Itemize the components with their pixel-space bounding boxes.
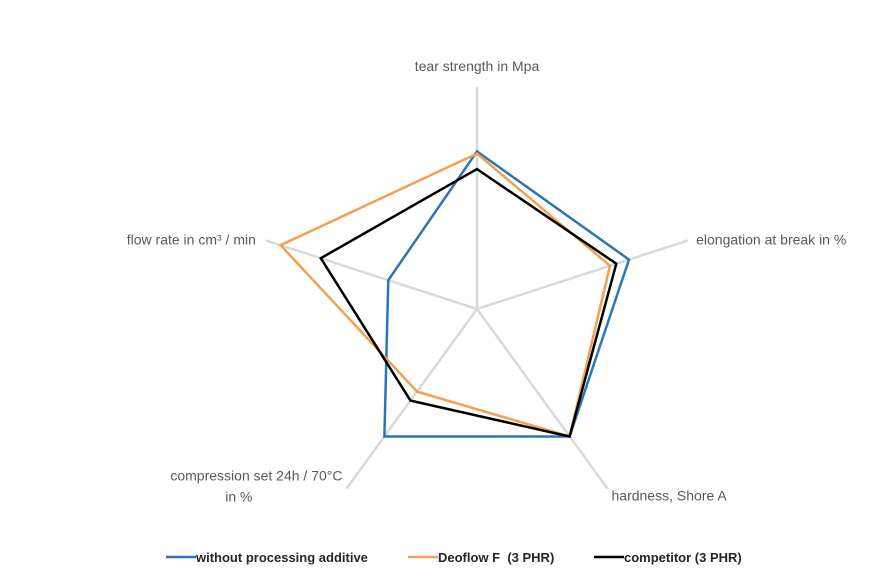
- axis-label: elongation at break in %: [696, 231, 846, 247]
- axis-label: compression set 24h / 70°C in %: [170, 468, 342, 505]
- radar-axis-labels: tear strength in Mpa elongation at break …: [127, 58, 847, 505]
- legend-label: competitor (3 PHR): [624, 550, 742, 565]
- axis-label: flow rate in cm³ / min: [127, 231, 256, 247]
- radar-series: [278, 149, 631, 439]
- legend: without processing additive Deoflow F (3 …: [166, 550, 742, 565]
- axis-spoke: [475, 308, 609, 490]
- axis-spoke: [345, 308, 479, 490]
- series-line-0: [383, 149, 631, 438]
- series-line-2: [319, 167, 618, 438]
- axis-spoke: [476, 239, 689, 311]
- axis-spoke: [265, 239, 478, 311]
- radar-axes: [265, 87, 689, 490]
- legend-label: without processing additive: [195, 550, 368, 565]
- series-line-1: [278, 152, 612, 439]
- legend-label: Deoflow F (3 PHR): [438, 550, 554, 565]
- axis-label: hardness, Shore A: [612, 488, 728, 504]
- axis-label: tear strength in Mpa: [415, 58, 540, 74]
